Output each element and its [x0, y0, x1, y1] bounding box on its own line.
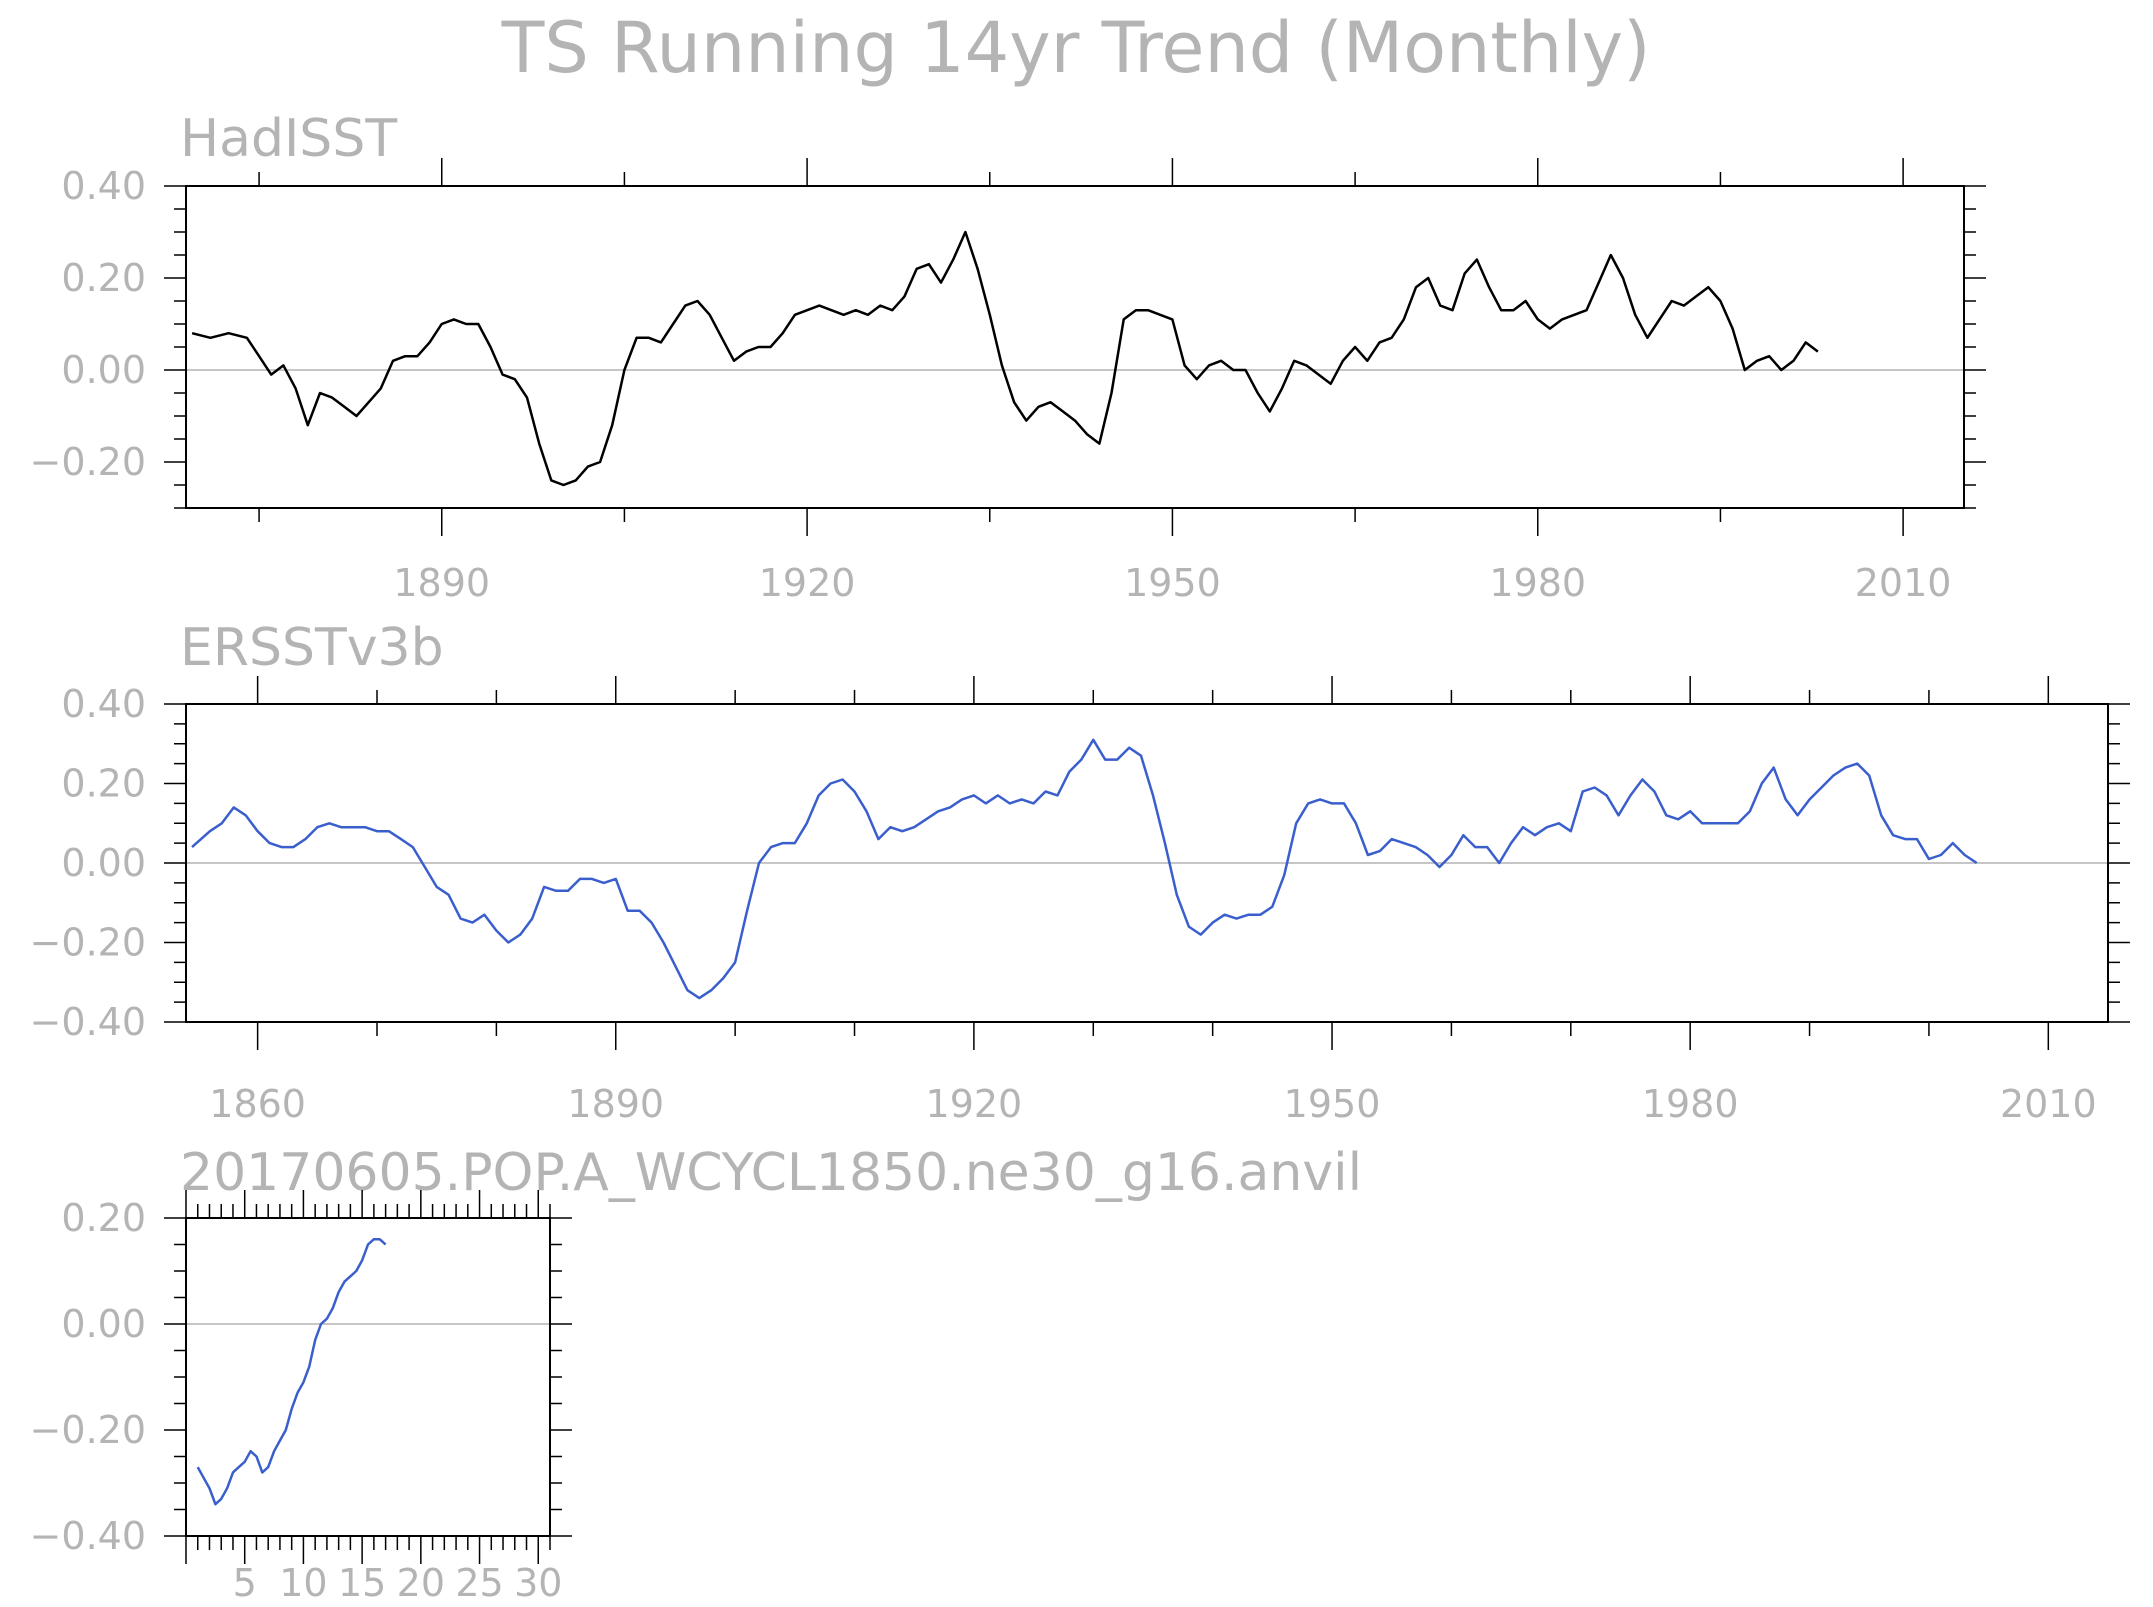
x-tick-label: 25 [455, 1561, 503, 1605]
y-tick-label: −0.20 [30, 921, 146, 965]
ersstv3b-panel: ERSSTv3b 0.40 0.20 0.00 −0.20 −0.40 1860 1890 19… [30, 618, 2130, 1126]
y-tick-label: 0.20 [61, 1196, 146, 1240]
x-tick-label: 1950 [1124, 561, 1221, 605]
x-tick-label: 1950 [1284, 1082, 1381, 1126]
x-tick-label: 5 [233, 1561, 257, 1605]
y-tick-label: 0.00 [61, 1302, 146, 1346]
hadisst-panel: HadISST 0.40 0.20 0.00 −0.20 1890 1920 1950 1980… [30, 109, 1986, 605]
figure-title: TS Running 14yr Trend (Monthly) [501, 7, 1651, 89]
model-panel: 20170605.POP.A_WCYCL1850.ne30_g16.anvil 0… [30, 1143, 1363, 1605]
y-tick-label: −0.40 [30, 1000, 146, 1044]
y-tick-label: 0.20 [61, 256, 146, 300]
series-line [191, 230, 1819, 487]
plot-frame [185, 1217, 551, 1537]
panel-title: HadISST [180, 109, 397, 169]
x-tick-label: 2010 [2000, 1082, 2097, 1126]
y-tick-label: −0.20 [30, 440, 146, 484]
x-tick-label: 1920 [926, 1082, 1023, 1126]
y-tick-label: 0.40 [61, 164, 146, 208]
y-tick-label: 0.40 [61, 682, 146, 726]
x-tick-label: 1890 [567, 1082, 664, 1126]
x-tick-label: 1980 [1642, 1082, 1739, 1126]
x-tick-label: 1860 [209, 1082, 306, 1126]
x-tick-label: 30 [514, 1561, 562, 1605]
y-tick-label: −0.40 [30, 1514, 146, 1558]
x-tick-label: 1980 [1489, 561, 1586, 605]
x-tick-label: 20 [397, 1561, 445, 1605]
series-line [191, 738, 1978, 1000]
x-tick-label: 1890 [393, 561, 490, 605]
x-tick-label: 15 [338, 1561, 386, 1605]
y-tick-label: 0.20 [61, 762, 146, 806]
panel-title: ERSSTv3b [180, 618, 444, 678]
panel-title: 20170605.POP.A_WCYCL1850.ne30_g16.anvil [180, 1143, 1362, 1203]
y-tick-label: 0.00 [61, 348, 146, 392]
plot-frame [185, 185, 1965, 509]
series-line [196, 1237, 387, 1506]
x-tick-label: 1920 [759, 561, 856, 605]
x-tick-label: 2010 [1855, 561, 1952, 605]
y-tick-label: 0.00 [61, 841, 146, 885]
x-tick-label: 10 [279, 1561, 327, 1605]
y-tick-label: −0.20 [30, 1408, 146, 1452]
